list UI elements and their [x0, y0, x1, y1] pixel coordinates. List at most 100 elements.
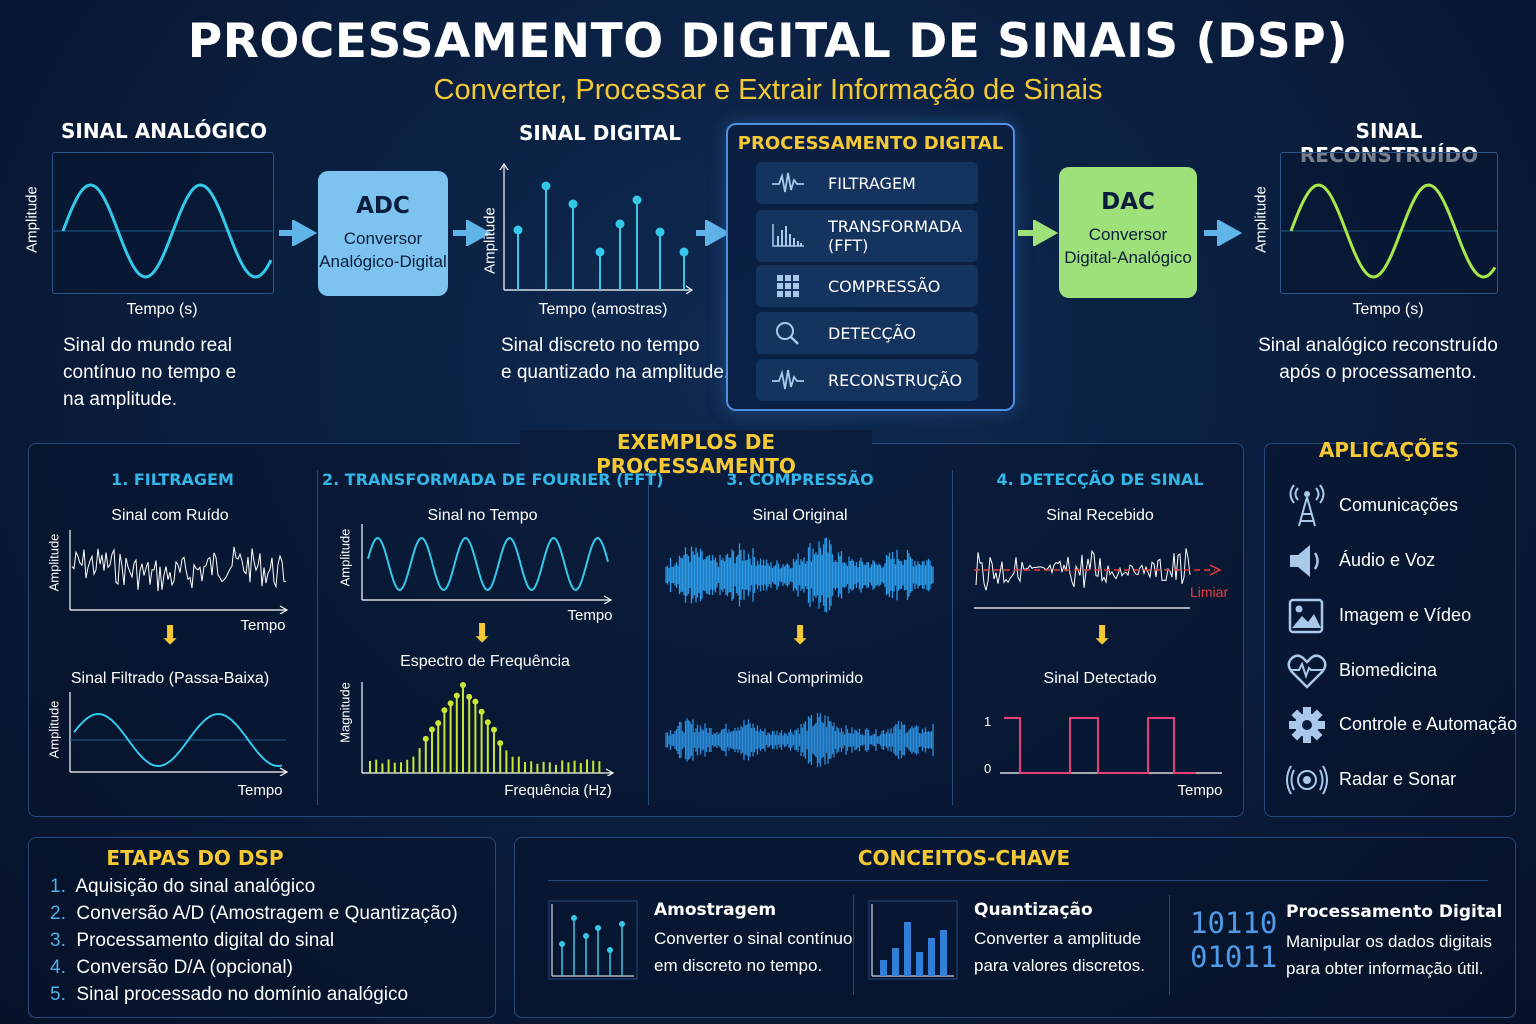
- arrow-down-icon: ⬇: [471, 618, 493, 648]
- divider: [952, 470, 953, 805]
- sample-point: [541, 181, 551, 191]
- sample-point: [679, 247, 689, 257]
- analog-waveform: [53, 183, 273, 279]
- spectrum-peak: [422, 735, 429, 742]
- step-item: 1. Aquisição do sinal analógico: [50, 876, 316, 897]
- fft-top-label: Sinal no Tempo: [427, 507, 538, 524]
- reconstructed-waveform: [1281, 183, 1497, 279]
- concepts-title: CONCEITOS-CHAVE: [857, 846, 1071, 870]
- arrow-right-icon: [279, 220, 317, 246]
- digital-description: Sinal discreto no tempo e quantizado na …: [501, 335, 730, 383]
- application-item: Controle e Automação: [1286, 703, 1517, 747]
- magnifier-icon: [776, 322, 799, 345]
- sampling-point: [559, 941, 565, 947]
- concept-description: Converter a amplitude para valores discre…: [974, 929, 1146, 975]
- quantization-bar: [928, 938, 935, 976]
- application-item: Comunicações: [1286, 484, 1508, 528]
- detected-signal-plot: [1000, 717, 1222, 774]
- quantization-bar: [904, 922, 911, 976]
- filtering-top-xlabel: Tempo: [240, 617, 286, 634]
- arrow-right-icon: [1204, 220, 1242, 246]
- binary-icon: 10110 01011: [1190, 906, 1278, 974]
- original-signal-waveform: [665, 537, 934, 613]
- analog-signal-plot: [52, 152, 274, 294]
- filtering-bottom-label: Sinal Filtrado (Passa-Baixa): [70, 670, 270, 687]
- quantization-bar: [880, 960, 887, 976]
- waveform-icon: [772, 369, 804, 390]
- process-item-reconstrucao: RECONSTRUÇÃO: [756, 359, 978, 401]
- sampling-icon: [548, 900, 638, 980]
- spectrum-peak: [447, 700, 454, 707]
- fft-time-plot: [361, 524, 613, 604]
- sample-point: [513, 225, 523, 235]
- detection-title: 4. DETECÇÃO DE SINAL: [996, 470, 1204, 489]
- divider: [317, 470, 318, 805]
- application-item: Biomedicina: [1286, 649, 1508, 693]
- adc-abbr: ADC: [356, 193, 410, 219]
- concept-title: Amostragem: [654, 900, 777, 920]
- spectrum-bars-icon: [772, 224, 804, 247]
- gear-icon: [1289, 707, 1325, 743]
- fft-top-ylabel: Amplitude: [337, 528, 353, 587]
- reconstructed-description: Sinal analógico reconstruído após o proc…: [1258, 335, 1498, 383]
- analog-signal-header: SINAL ANALÓGICO: [60, 119, 268, 143]
- sample-point: [615, 219, 625, 229]
- step-item: 3. Processamento digital do sinal: [50, 930, 335, 951]
- quantization-bar: [916, 952, 923, 976]
- page-title: PROCESSAMENTO DIGITAL DE SINAIS (DSP): [187, 14, 1349, 69]
- processing-header: PROCESSAMENTO DIGITAL: [737, 133, 1004, 154]
- antenna-tower-icon: [1289, 484, 1325, 527]
- filtering-title: 1. FILTRAGEM: [111, 470, 234, 489]
- reconstructed-ylabel: Amplitude: [1252, 186, 1270, 253]
- compressed-signal-waveform: [665, 712, 934, 768]
- application-item: Imagem e Vídeo: [1286, 594, 1508, 638]
- quantization-bar: [892, 948, 899, 976]
- concept-title: Processamento Digital: [1286, 902, 1503, 922]
- sampling-point: [595, 925, 601, 931]
- analog-description: Sinal do mundo real contínuo no tempo e …: [63, 335, 237, 410]
- filtered-signal-plot: [69, 692, 289, 776]
- step-item: 4. Conversão D/A (opcional): [50, 957, 293, 978]
- dac-abbr: DAC: [1101, 189, 1155, 215]
- spectrum-peak: [429, 726, 435, 733]
- detection-bottom-label: Sinal Detectado: [1043, 670, 1157, 687]
- quantization-bar: [940, 930, 947, 976]
- adc-box: ADC Conversor Analógico-Digital: [318, 171, 448, 296]
- fft-title: 2. TRANSFORMADA DE FOURIER (FFT): [322, 470, 664, 489]
- step-item: 5. Sinal processado no domínio analógico: [50, 984, 409, 1005]
- arrow-down-icon: ⬇: [1091, 620, 1113, 650]
- spectrum-peak: [478, 708, 485, 715]
- spectrum-peak: [466, 693, 473, 700]
- compression-bottom-label: Sinal Comprimido: [736, 670, 864, 687]
- spectrum-peak: [497, 740, 504, 747]
- sampling-point: [583, 933, 589, 939]
- spectrum-peak: [441, 707, 448, 714]
- detection-xlabel: Tempo: [1177, 782, 1223, 799]
- arrow-right-icon: [453, 220, 491, 246]
- steps-title: ETAPAS DO DSP: [106, 846, 284, 870]
- page-subtitle: Converter, Processar e Extrair Informaçã…: [433, 74, 1103, 106]
- reconstructed-xlabel: Tempo (s): [1352, 301, 1424, 318]
- process-item-filtragem: FILTRAGEM: [756, 162, 978, 204]
- fft-spectrum-plot: [361, 682, 615, 776]
- spectrum-peak: [484, 719, 491, 726]
- applications-panel: [1264, 443, 1516, 817]
- arrow-down-icon: ⬇: [789, 620, 811, 650]
- applications-title: APLICAÇÕES: [1318, 438, 1460, 462]
- fft-bottom-label: Espectro de Frequência: [400, 653, 570, 670]
- filtering-top-ylabel: Amplitude: [46, 533, 62, 592]
- sample-point: [595, 247, 605, 257]
- fft-bottom-ylabel: Magnitude: [337, 682, 353, 743]
- analog-ylabel: Amplitude: [23, 186, 41, 253]
- compression-title: 3. COMPRESSÃO: [726, 470, 874, 489]
- sample-point: [632, 195, 642, 205]
- spectrum-peak: [472, 698, 479, 705]
- filtering-bottom-ylabel: Amplitude: [46, 700, 62, 759]
- steps-panel: [28, 837, 496, 1018]
- sampling-point: [619, 921, 625, 927]
- sample-point: [568, 199, 578, 209]
- concept-description: Manipular os dados digitais para obter in…: [1286, 932, 1493, 978]
- concept-description: Converter o sinal contínuo em discreto no…: [654, 929, 853, 975]
- divider: [1169, 895, 1170, 995]
- arrow-right-icon: [696, 220, 728, 246]
